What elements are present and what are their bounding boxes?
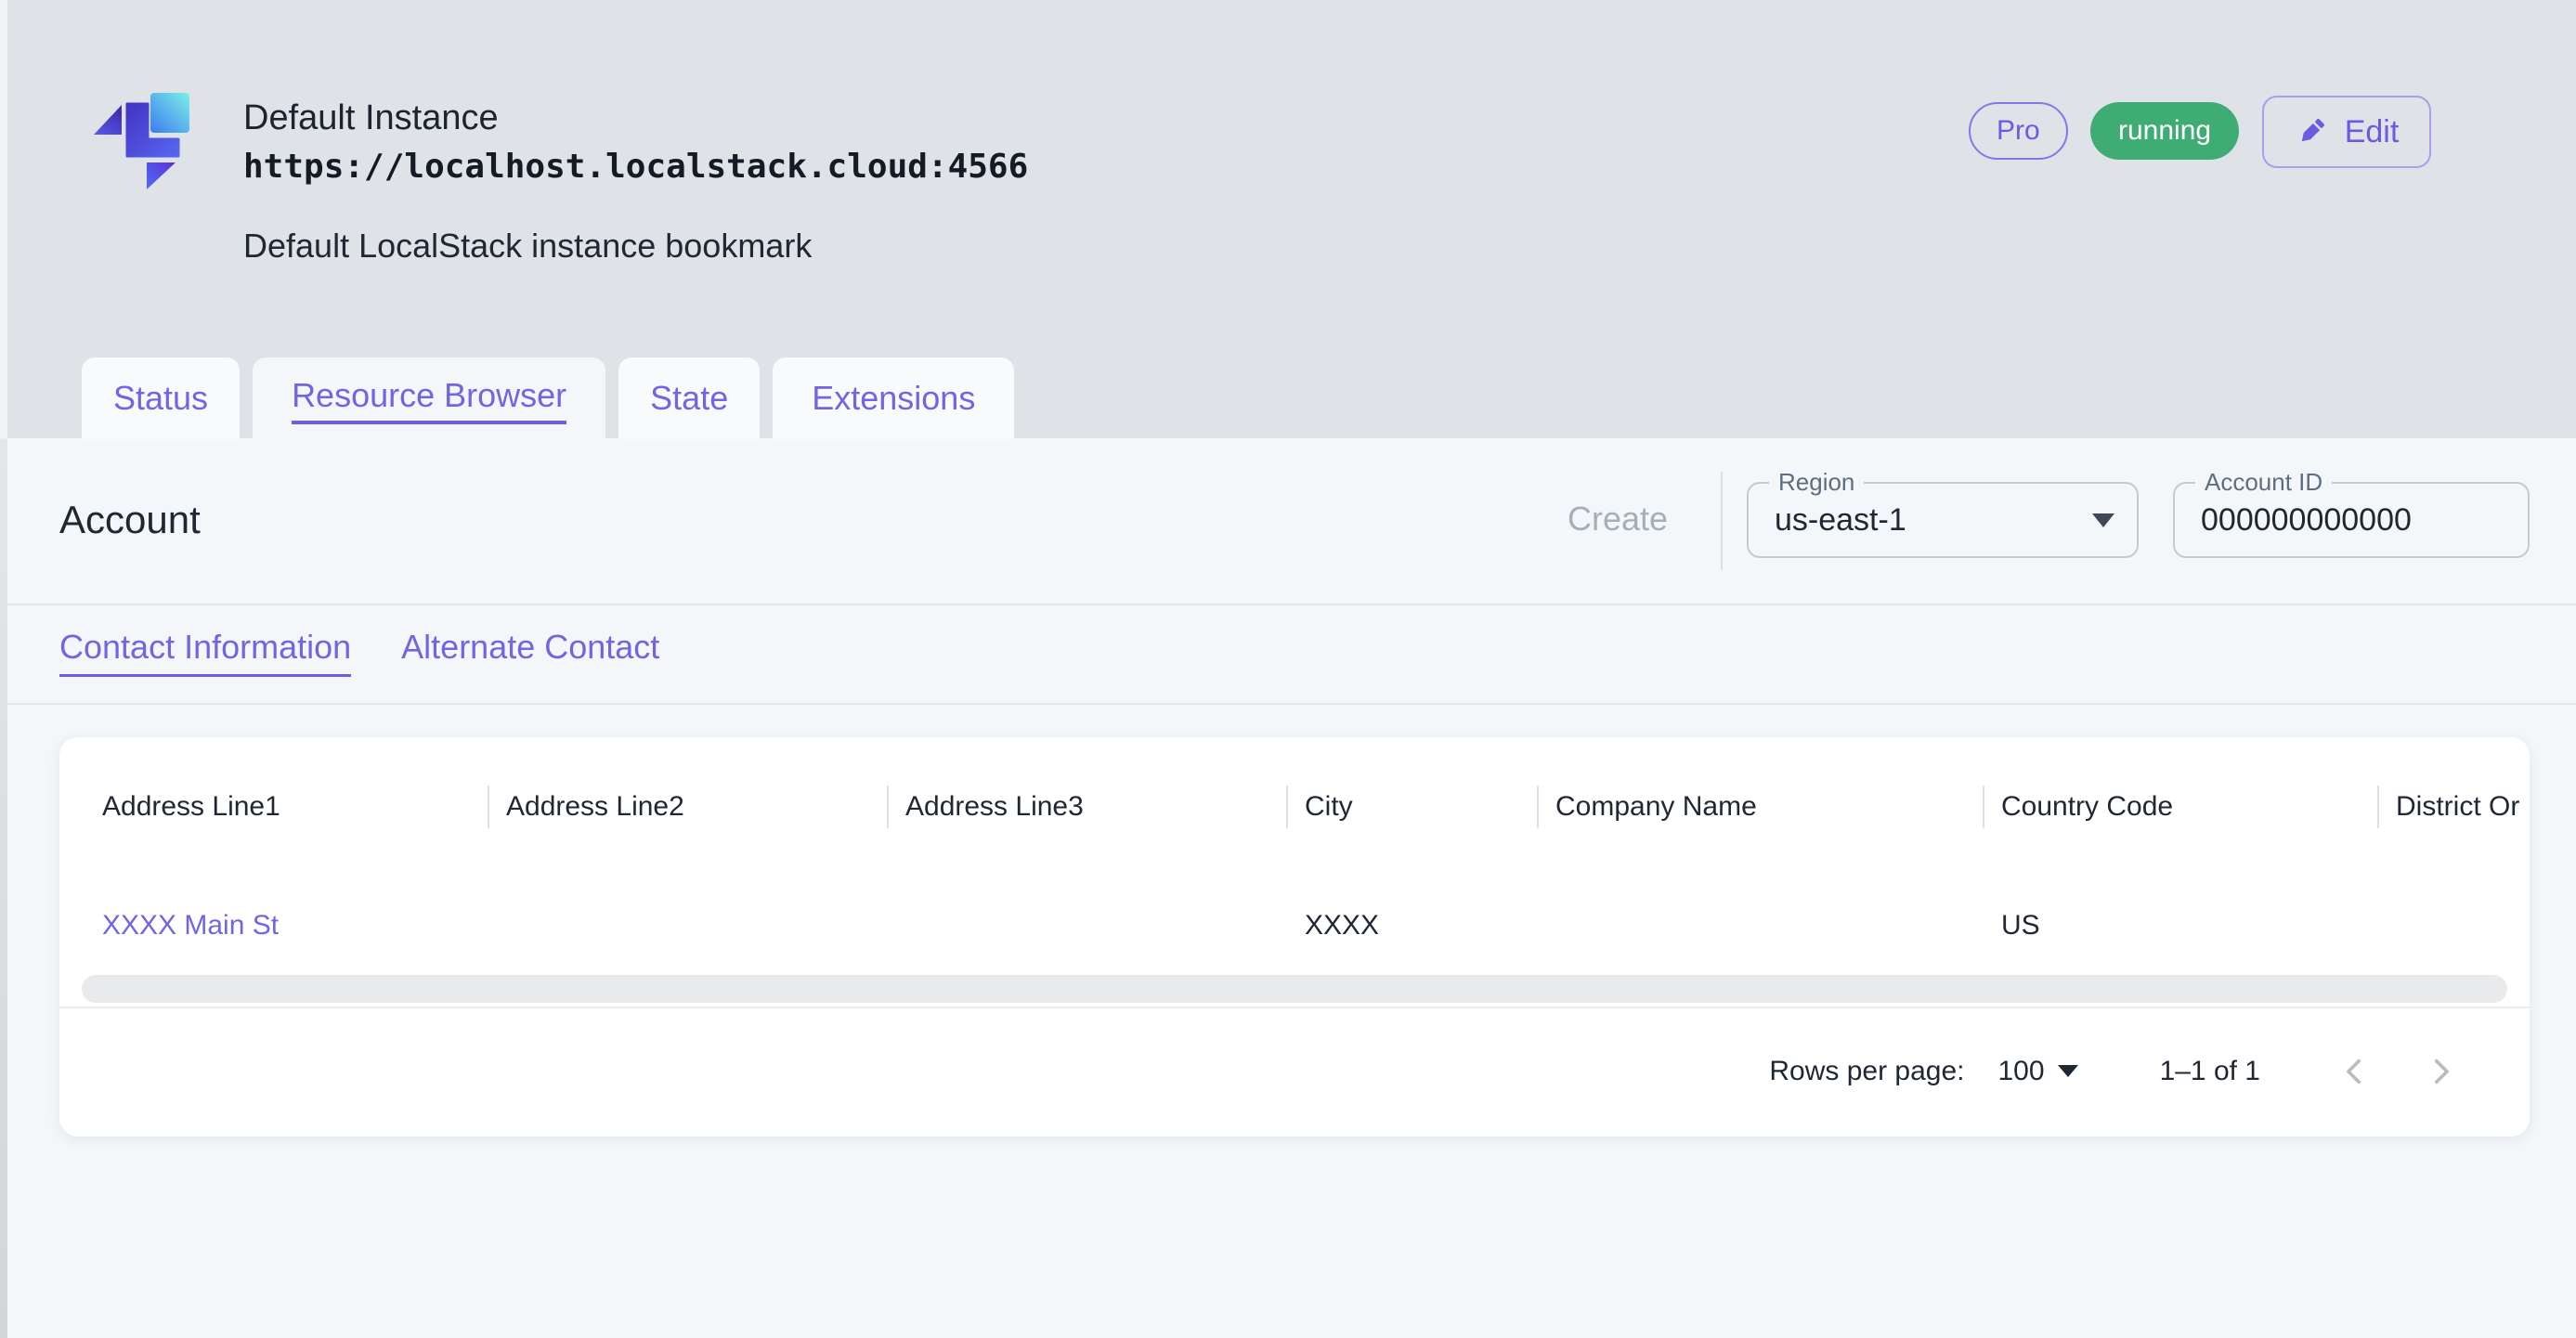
region-select-value: us-east-1: [1775, 501, 1906, 538]
divider: [0, 604, 2576, 605]
resource-title: Account: [59, 498, 201, 541]
cell-country-code: US: [2001, 910, 2040, 941]
pro-badge: Pro: [1969, 102, 2068, 160]
instance-tabs: Status Resource Browser State Extensions: [82, 357, 1015, 443]
cell-address-line1-link[interactable]: XXXX Main St: [102, 910, 280, 941]
region-select-label: Region: [1769, 468, 1865, 497]
chevron-left-icon: [2347, 1059, 2361, 1084]
table-header-row: Address Line1 Address Line2 Address Line…: [59, 737, 2530, 877]
subtab-contact-information[interactable]: Contact Information: [59, 628, 352, 677]
cell-address-line2: [488, 877, 887, 975]
tab-resource-browser[interactable]: Resource Browser: [253, 357, 606, 443]
column-header-address-line2[interactable]: Address Line2: [488, 737, 887, 877]
localstack-logo-icon: [94, 93, 189, 189]
subtab-alternate-contact[interactable]: Alternate Contact: [401, 628, 660, 666]
account-id-value: 000000000000: [2201, 501, 2412, 538]
instance-subtitle: Default LocalStack instance bookmark: [243, 227, 813, 265]
column-header-address-line3[interactable]: Address Line3: [887, 737, 1286, 877]
next-page-button[interactable]: [2411, 1042, 2470, 1101]
pencil-icon: [2301, 118, 2324, 142]
instance-title: Default Instance: [243, 98, 499, 137]
tab-extensions[interactable]: Extensions: [773, 357, 1015, 439]
running-status-badge: running: [2090, 102, 2240, 160]
account-subtabs: Contact Information Alternate Contact: [59, 628, 659, 677]
column-header-district[interactable]: District Or: [2377, 737, 2530, 877]
rows-per-page-label: Rows per page:: [1769, 1055, 1965, 1086]
table-row[interactable]: XXXX Main St XXXX US: [59, 877, 2530, 975]
edit-button-label: Edit: [2344, 113, 2400, 149]
pagination-range: 1–1 of 1: [2159, 1055, 2260, 1086]
window-edge: [0, 0, 7, 1338]
column-header-company-name[interactable]: Company Name: [1537, 737, 1983, 877]
table-pagination: Rows per page: 100 1–1 of 1: [59, 1008, 2530, 1134]
create-button[interactable]: Create: [1568, 500, 1669, 538]
horizontal-scrollbar[interactable]: [82, 975, 2507, 1003]
chevron-right-icon: [2434, 1059, 2449, 1084]
column-header-address-line1[interactable]: Address Line1: [102, 791, 280, 822]
contact-information-table: Address Line1 Address Line2 Address Line…: [59, 737, 2530, 1137]
column-header-city[interactable]: City: [1286, 737, 1537, 877]
account-id-field[interactable]: Account ID 000000000000: [2173, 468, 2530, 558]
toolbar-divider: [1721, 472, 1723, 570]
rows-per-page-select[interactable]: 100: [1998, 1056, 2078, 1087]
account-id-label: Account ID: [2195, 468, 2333, 497]
cell-district: [2377, 877, 2530, 975]
tab-state[interactable]: State: [618, 357, 761, 439]
cell-company-name: [1537, 877, 1983, 975]
footer-divider: [59, 1007, 2530, 1008]
dropdown-arrow-icon: [2092, 513, 2114, 527]
edit-instance-button[interactable]: Edit: [2262, 96, 2431, 168]
instance-url: https://localhost.localstack.cloud:4566: [243, 148, 1029, 186]
rows-per-page-value: 100: [1997, 1055, 2045, 1086]
previous-page-button[interactable]: [2325, 1042, 2385, 1101]
select-arrow-icon: [2057, 1065, 2078, 1077]
divider: [0, 703, 2576, 705]
region-select[interactable]: Region us-east-1: [1747, 468, 2139, 558]
cell-address-line3: [887, 877, 1286, 975]
tab-status[interactable]: Status: [82, 357, 241, 439]
column-header-country-code[interactable]: Country Code: [1983, 737, 2377, 877]
cell-city: XXXX: [1305, 910, 1380, 941]
